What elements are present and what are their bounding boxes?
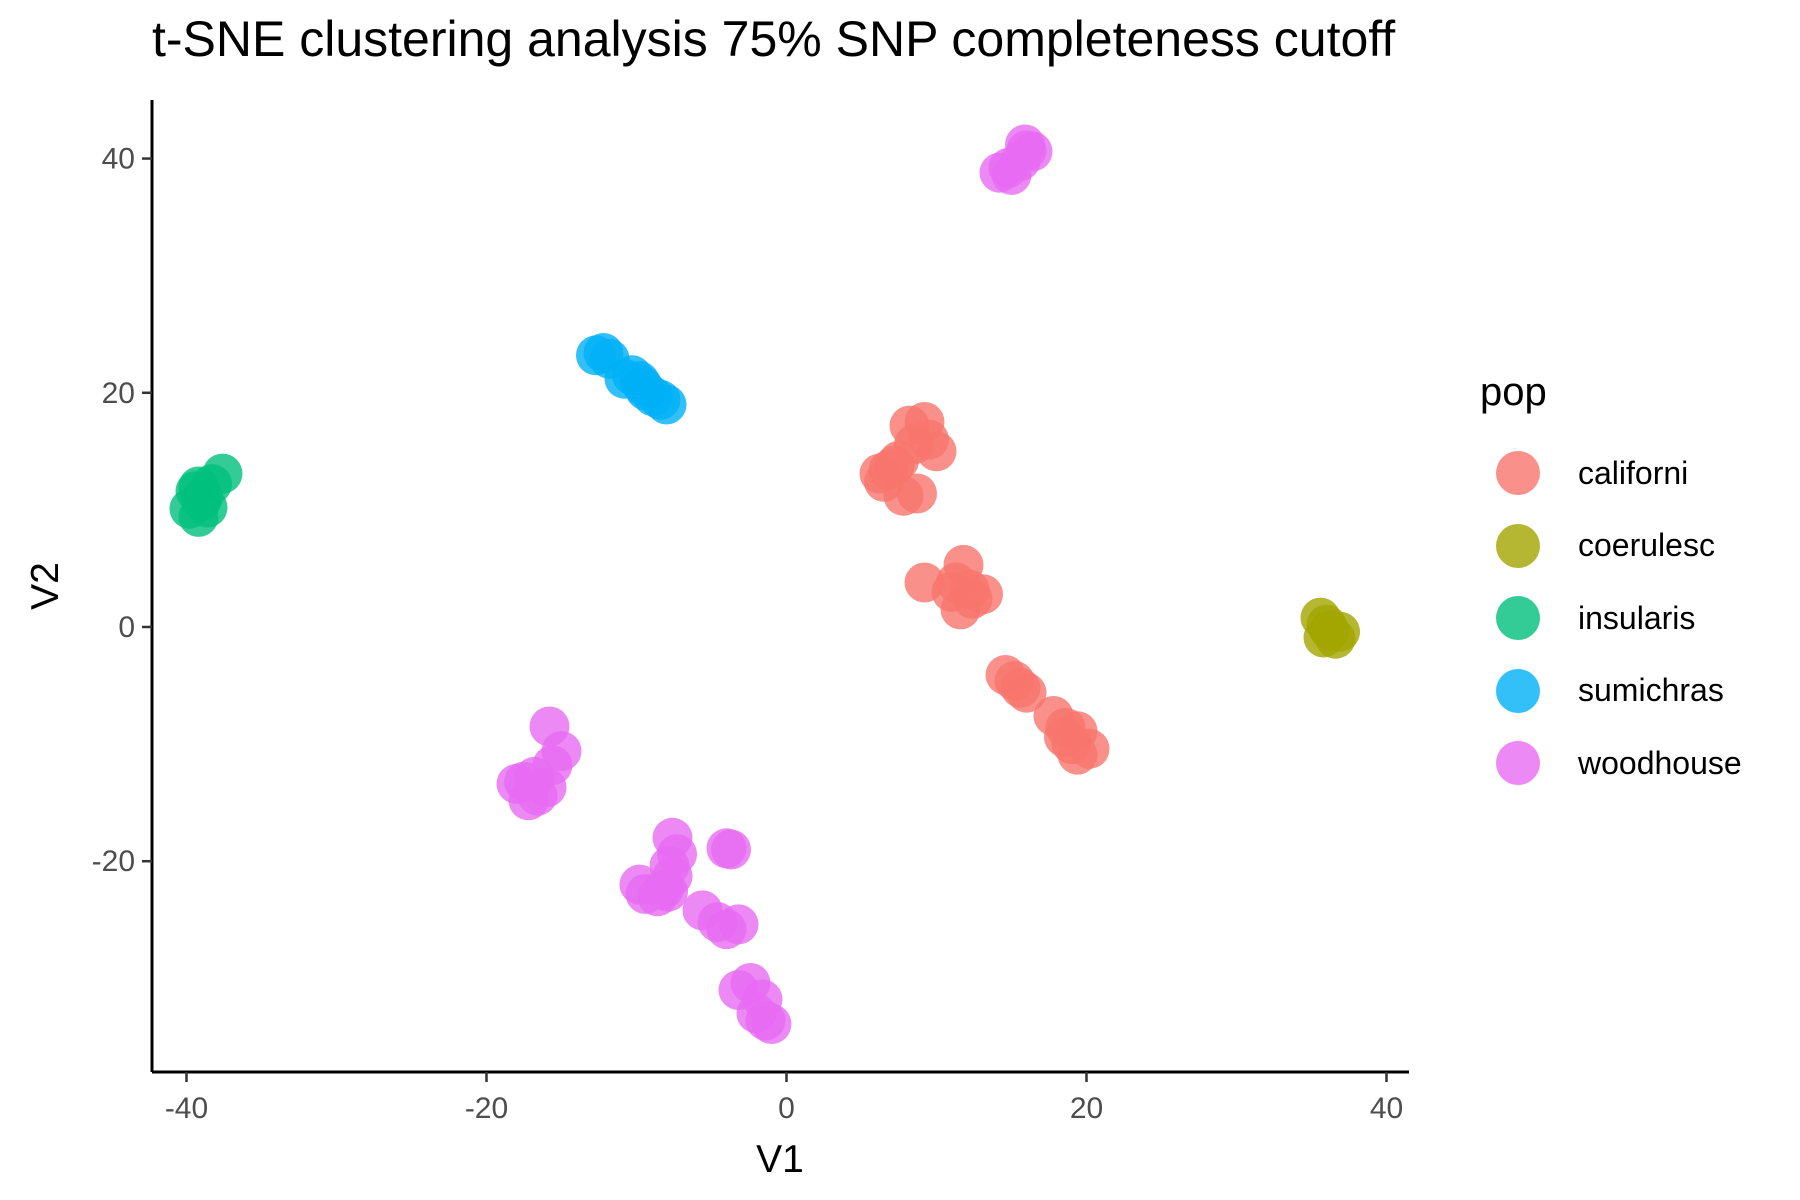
chart-title: t-SNE clustering analysis 75% SNP comple… (152, 11, 1396, 67)
x-tick-label: 20 (1070, 1092, 1103, 1125)
legend-item: sumichras (1480, 655, 1742, 728)
legend-key-coerulesc (1496, 523, 1540, 568)
legend-item: insularis (1480, 582, 1742, 655)
point-sumichras (622, 365, 663, 406)
point-woodhouse (706, 909, 747, 950)
y-axis-title: V2 (24, 562, 67, 610)
legend-item: woodhouse (1480, 727, 1742, 800)
legend-item: coerulesc (1480, 510, 1742, 583)
points-layer (169, 124, 1360, 1044)
point-californi (936, 562, 976, 603)
legend-label: insularis (1578, 599, 1696, 636)
legend-key-sumichras (1496, 668, 1540, 713)
point-californi (874, 445, 915, 486)
point-woodhouse (643, 869, 684, 910)
point-woodhouse (711, 829, 751, 870)
point-woodhouse (991, 154, 1032, 195)
x-axis-title: V1 (756, 1138, 804, 1181)
y-tick-label: -20 (92, 845, 135, 878)
point-coerulesc (1309, 610, 1350, 651)
legend-label: woodhouse (1578, 744, 1742, 781)
legend-label: coerulesc (1578, 527, 1715, 564)
legend-label: californi (1578, 454, 1689, 491)
point-californi (897, 473, 937, 514)
legend: pop californi coerulesc insularis sumich… (1480, 370, 1742, 800)
legend-title: pop (1480, 370, 1547, 414)
point-insularis (187, 487, 228, 528)
y-tick-label: 0 (118, 611, 135, 644)
x-tick-label: 0 (778, 1092, 795, 1125)
y-tick-label: 40 (102, 143, 135, 176)
x-tick-label: -40 (165, 1092, 208, 1125)
legend-key-woodhouse (1496, 741, 1540, 786)
point-woodhouse (1005, 124, 1045, 165)
legend-key-insularis (1496, 596, 1540, 641)
x-tick-label: -20 (465, 1092, 508, 1125)
legend-key-californi (1496, 451, 1540, 496)
axes-layer (150, 100, 1409, 1074)
x-tick-label: 40 (1370, 1092, 1403, 1125)
y-tick-label: 20 (102, 377, 135, 410)
legend-item: californi (1480, 437, 1742, 510)
legend-label: sumichras (1578, 672, 1724, 709)
point-woodhouse (508, 780, 549, 821)
point-woodhouse (751, 1004, 792, 1044)
point-californi (1057, 734, 1098, 775)
point-californi (1000, 667, 1041, 708)
ticks-layer: -40 -20 0 20 40 -20 0 20 40 (92, 143, 1404, 1125)
